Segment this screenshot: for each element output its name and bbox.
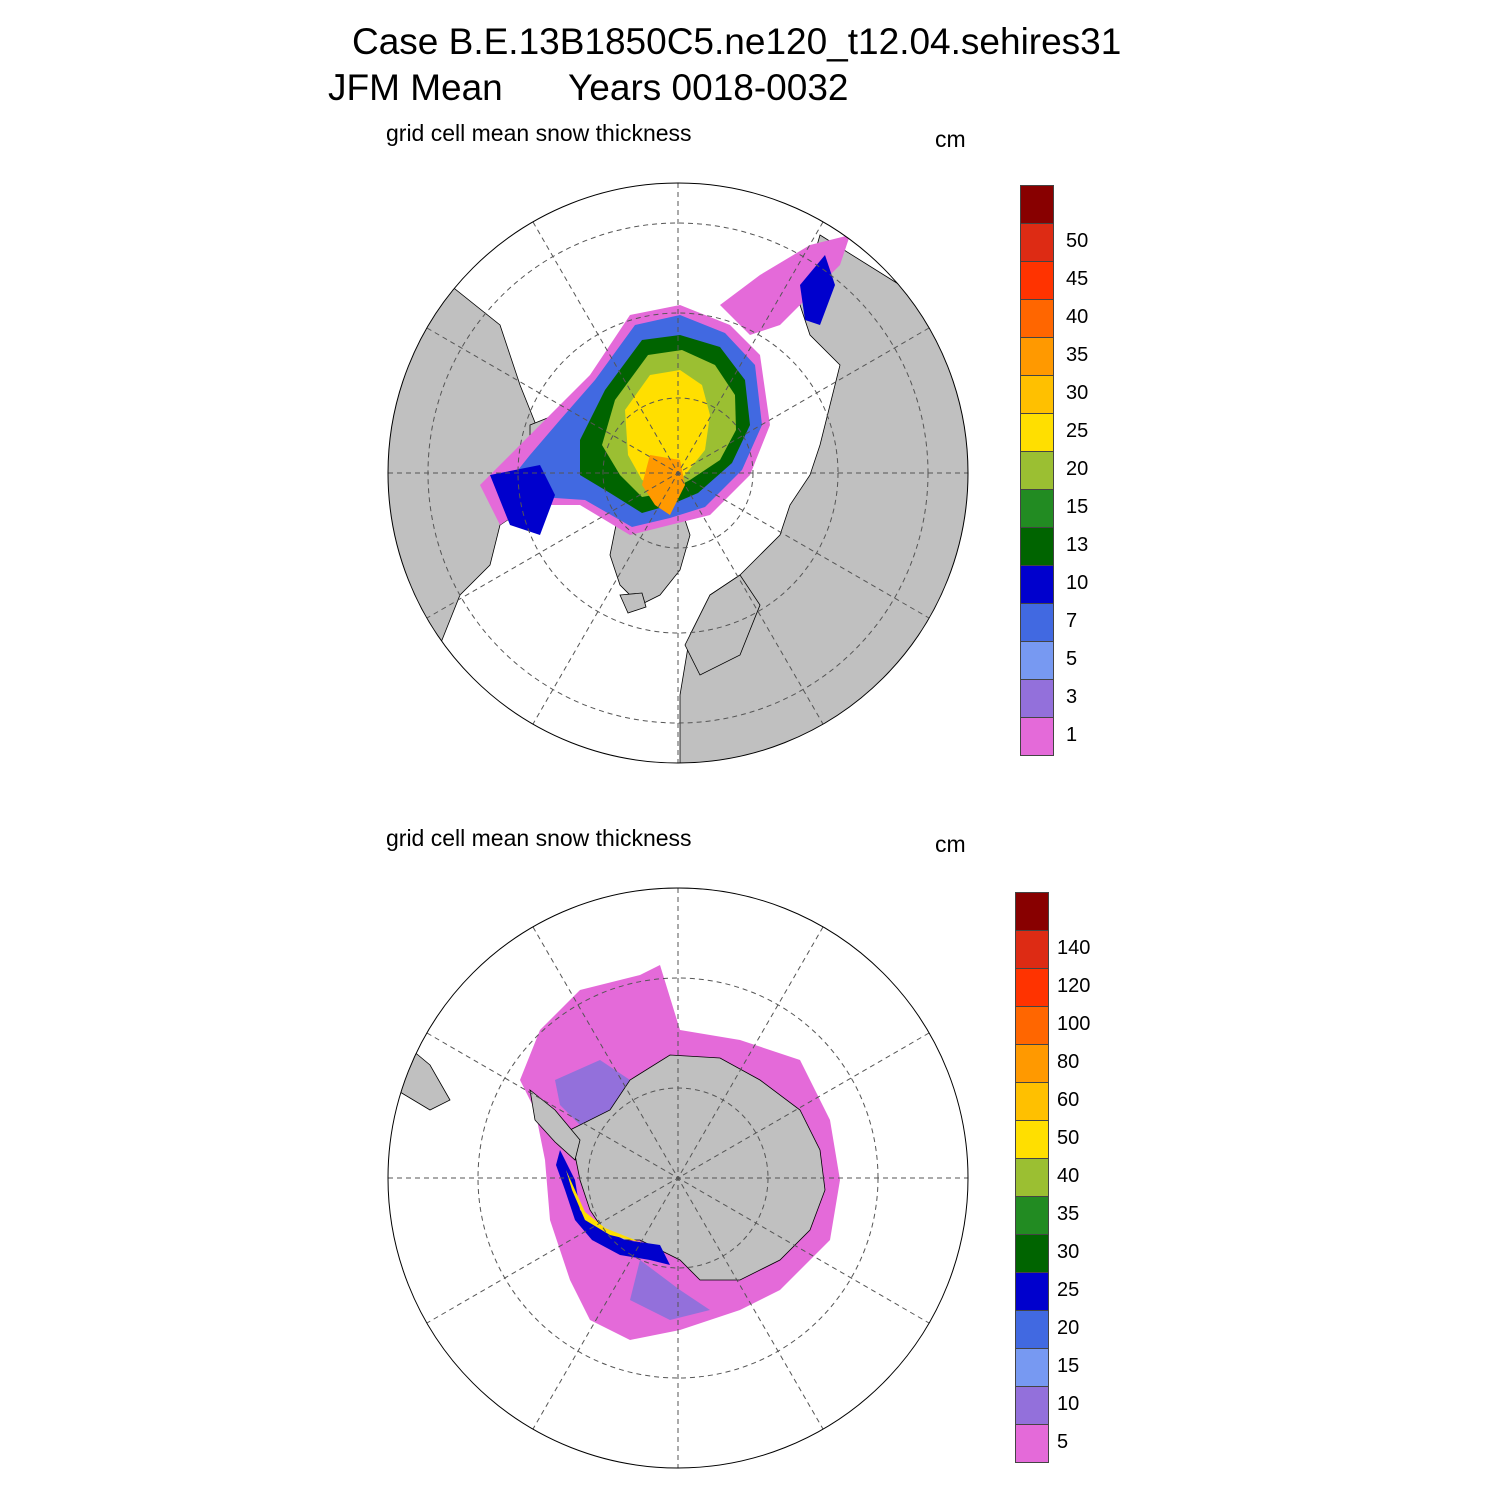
south-colorbar-label: 35 bbox=[1057, 1203, 1080, 1225]
north-colorbar-box bbox=[1020, 679, 1054, 718]
south-subtitle: grid cell mean snow thickness bbox=[386, 825, 692, 851]
south-colorbar-label: 25 bbox=[1057, 1279, 1080, 1301]
south-colorbar-box bbox=[1015, 1082, 1049, 1121]
north-colorbar-box bbox=[1020, 603, 1054, 642]
south-colorbar-label: 120 bbox=[1057, 975, 1091, 997]
south-colorbar-box bbox=[1015, 930, 1049, 969]
north-colorbar-label: 25 bbox=[1066, 420, 1089, 442]
south-colorbar-label: 50 bbox=[1057, 1127, 1080, 1149]
north-colorbar-label: 35 bbox=[1066, 344, 1089, 366]
north-colorbar-box bbox=[1020, 185, 1054, 224]
south-colorbar-label: 80 bbox=[1057, 1051, 1080, 1073]
south-colorbar-box bbox=[1015, 1272, 1049, 1311]
north-colorbar-box bbox=[1020, 451, 1054, 490]
north-colorbar-label: 10 bbox=[1066, 572, 1089, 594]
north-colorbar: 1 3 5 7 10 13 15 20 25 30 35 40 45 50 bbox=[1020, 185, 1088, 756]
north-colorbar-label: 3 bbox=[1066, 686, 1078, 708]
north-colorbar-label: 40 bbox=[1066, 306, 1089, 328]
south-colorbar-box bbox=[1015, 1424, 1049, 1463]
antarctic-map bbox=[387, 887, 969, 1469]
south-colorbar-label: 30 bbox=[1057, 1241, 1080, 1263]
south-snow-lilac2 bbox=[630, 1260, 710, 1320]
north-snow-orange bbox=[642, 455, 685, 515]
north-colorbar-box bbox=[1020, 565, 1054, 604]
iceland bbox=[619, 592, 647, 614]
south-units: cm bbox=[935, 831, 966, 857]
south-colorbar-label: 5 bbox=[1057, 1431, 1069, 1453]
north-snow-hudson bbox=[490, 465, 555, 535]
period-label: JFM Mean bbox=[328, 67, 503, 108]
south-colorbar-box bbox=[1015, 1120, 1049, 1159]
south-colorbar-box bbox=[1015, 1348, 1049, 1387]
north-land-east bbox=[679, 234, 968, 763]
arctic-map bbox=[387, 182, 969, 764]
north-colorbar-box bbox=[1020, 261, 1054, 300]
north-snow-okhotsk bbox=[800, 255, 835, 325]
south-colorbar-box bbox=[1015, 892, 1049, 931]
south-colorbar-label: 40 bbox=[1057, 1165, 1080, 1187]
north-colorbar-box bbox=[1020, 299, 1054, 338]
north-colorbar-box bbox=[1020, 489, 1054, 528]
north-colorbar-box bbox=[1020, 527, 1054, 566]
case-title: Case B.E.13B1850C5.ne120_t12.04.sehires3… bbox=[352, 21, 1122, 62]
south-colorbar: 5 10 15 20 25 30 35 40 50 60 80 100 120 140 bbox=[1015, 892, 1090, 1463]
south-colorbar-label: 15 bbox=[1057, 1355, 1080, 1377]
north-colorbar-label: 50 bbox=[1066, 230, 1089, 252]
antarctic-peninsula bbox=[529, 1089, 581, 1161]
north-snow-bering bbox=[720, 235, 850, 335]
south-colorbar-box bbox=[1015, 1234, 1049, 1273]
north-colorbar-label: 13 bbox=[1066, 534, 1089, 556]
north-colorbar-box bbox=[1020, 337, 1054, 376]
north-colorbar-label: 45 bbox=[1066, 268, 1089, 290]
north-colorbar-label: 20 bbox=[1066, 458, 1089, 480]
north-colorbar-box bbox=[1020, 717, 1054, 756]
south-colorbar-label: 140 bbox=[1057, 937, 1091, 959]
north-colorbar-label: 30 bbox=[1066, 382, 1089, 404]
north-colorbar-label: 7 bbox=[1066, 610, 1078, 632]
south-colorbar-box bbox=[1015, 1158, 1049, 1197]
south-colorbar-box bbox=[1015, 1006, 1049, 1045]
north-colorbar-box bbox=[1020, 413, 1054, 452]
north-colorbar-label: 1 bbox=[1066, 724, 1078, 746]
south-snow-weddell bbox=[556, 1150, 670, 1265]
north-colorbar-box bbox=[1020, 223, 1054, 262]
south-colorbar-label: 100 bbox=[1057, 1013, 1091, 1035]
south-colorbar-box bbox=[1015, 968, 1049, 1007]
scandinavia bbox=[684, 574, 761, 676]
north-subtitle: grid cell mean snow thickness bbox=[386, 120, 692, 146]
north-colorbar-label: 5 bbox=[1066, 648, 1078, 670]
south-colorbar-box bbox=[1015, 1044, 1049, 1083]
south-colorbar-label: 60 bbox=[1057, 1089, 1080, 1111]
years-label: Years 0018-0032 bbox=[568, 67, 849, 108]
north-colorbar-box bbox=[1020, 375, 1054, 414]
north-units: cm bbox=[935, 126, 966, 152]
north-colorbar-box bbox=[1020, 641, 1054, 680]
south-colorbar-label: 20 bbox=[1057, 1317, 1080, 1339]
south-colorbar-box bbox=[1015, 1386, 1049, 1425]
south-colorbar-box bbox=[1015, 1310, 1049, 1349]
south-colorbar-label: 10 bbox=[1057, 1393, 1080, 1415]
south-colorbar-box bbox=[1015, 1196, 1049, 1235]
north-colorbar-label: 15 bbox=[1066, 496, 1089, 518]
